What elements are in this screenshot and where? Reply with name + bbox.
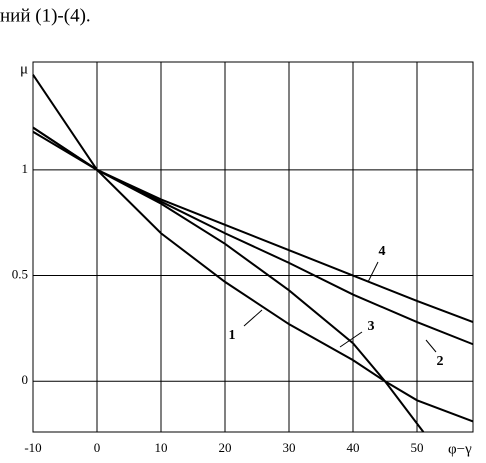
curve-label: 3	[368, 319, 375, 334]
x-tick-label: 40	[347, 440, 360, 455]
x-tick-label: -10	[24, 440, 41, 455]
leader-line	[367, 261, 379, 283]
x-tick-label: 20	[219, 440, 232, 455]
x-tick-label: 0	[94, 440, 101, 455]
y-axis-label: μ	[20, 61, 28, 77]
curve-label: 4	[379, 244, 386, 259]
curve	[32, 130, 474, 323]
text-fragment: ний (1)-(4).	[0, 5, 91, 26]
x-tick-label: 30	[283, 440, 296, 455]
x-axis-label: φ−γ	[448, 441, 472, 457]
y-tick-label: 0.5	[12, 267, 28, 282]
y-tick-label: 0	[22, 372, 29, 387]
leader-line	[339, 331, 363, 348]
leader-line	[425, 339, 437, 353]
leader-line	[243, 309, 263, 327]
curve	[32, 74, 474, 423]
curve-label: 1	[229, 328, 236, 343]
x-tick-label: 10	[155, 440, 168, 455]
x-tick-label: 50	[411, 440, 424, 455]
y-tick-label: 1	[22, 161, 29, 176]
curve-label: 2	[437, 354, 444, 369]
